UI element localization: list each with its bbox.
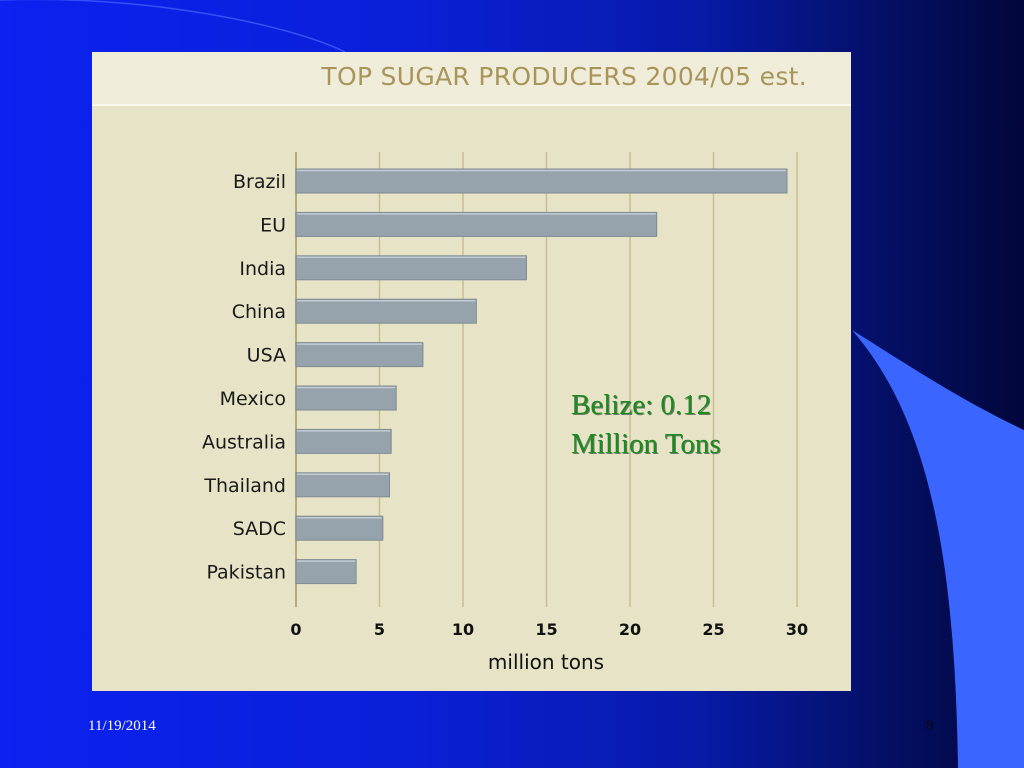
- belize-annotation: Belize: 0.12 Million Tons: [571, 386, 721, 464]
- bar-chart: 0 5 10 15 20 25 30 Brazil EU India China USA Mexico A…: [202, 152, 808, 674]
- slide-page-number: 8: [926, 718, 934, 734]
- slide-date: 11/19/2014: [88, 718, 156, 734]
- chart-panel: TOP SUGAR PRODUCERS 2004/05 est. 0 5 10 15 2…: [92, 52, 851, 691]
- bar-thailand: [295, 472, 391, 498]
- bar-pakistan: [295, 559, 357, 585]
- category-label-china: China: [232, 301, 286, 323]
- bar-australia: [295, 428, 392, 454]
- bar-brazil: [295, 168, 788, 194]
- bar-eu: [295, 211, 658, 237]
- bar-india: [295, 255, 527, 281]
- annotation-line-1: Belize: 0.12: [571, 389, 712, 421]
- annotation-line-2: Million Tons: [571, 428, 721, 460]
- category-label-eu: EU: [260, 214, 286, 236]
- bar-china: [295, 298, 477, 324]
- bar-usa: [295, 342, 424, 368]
- category-label-brazil: Brazil: [233, 171, 286, 193]
- category-label-mexico: Mexico: [220, 388, 286, 410]
- x-axis-label: million tons: [488, 650, 604, 674]
- category-label-thailand: Thailand: [203, 475, 286, 497]
- top-arc: [0, 0, 346, 53]
- category-label-australia: Australia: [202, 431, 286, 453]
- x-tick-label-5: 5: [374, 620, 385, 639]
- x-tick-label-10: 10: [452, 620, 474, 639]
- x-tick-label-20: 20: [619, 620, 641, 639]
- x-tick-label-0: 0: [290, 620, 301, 639]
- x-tick-label-25: 25: [702, 620, 724, 639]
- category-label-pakistan: Pakistan: [206, 562, 286, 584]
- chart-header: TOP SUGAR PRODUCERS 2004/05 est.: [92, 52, 851, 106]
- category-label-india: India: [239, 258, 286, 280]
- x-tick-label-30: 30: [786, 620, 808, 639]
- bar-sadc: [295, 515, 384, 541]
- x-tick-label-15: 15: [535, 620, 557, 639]
- bar-mexico: [295, 385, 397, 411]
- category-label-usa: USA: [247, 345, 286, 367]
- accent-swoosh: [852, 330, 1024, 768]
- chart-title: TOP SUGAR PRODUCERS 2004/05 est.: [321, 62, 807, 91]
- category-label-sadc: SADC: [233, 518, 286, 540]
